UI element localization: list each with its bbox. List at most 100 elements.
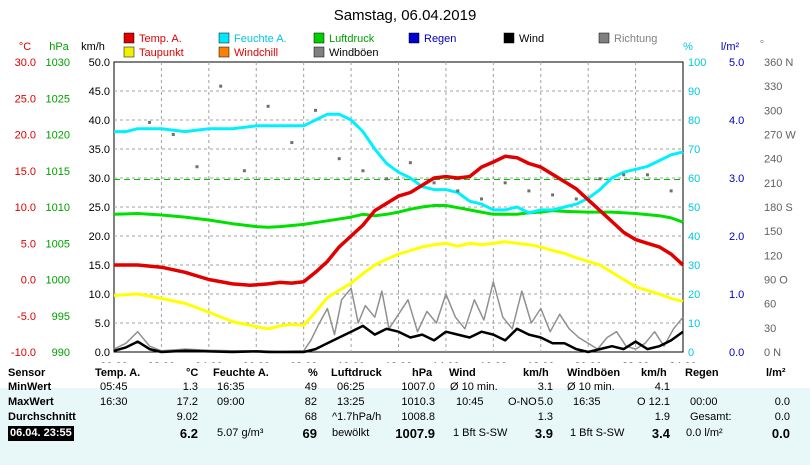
axis-x-tick-1: 02:00 bbox=[148, 361, 176, 363]
series-line-taupunkt bbox=[113, 240, 684, 331]
axis-direction-tick-9: 90 O bbox=[764, 275, 788, 287]
axis-wind-tick-7: 15.0 bbox=[89, 260, 110, 272]
header-pressure: Luftdruck bbox=[331, 367, 382, 379]
row-current-hum-value: 69 bbox=[302, 426, 317, 441]
row-avg-temp-value: 9.02 bbox=[176, 411, 198, 423]
axis-temp-tick-6: 0.0 bbox=[21, 275, 36, 287]
row-min-temp-value: 1.3 bbox=[182, 381, 198, 393]
axis-temp-tick-2: 20.0 bbox=[15, 130, 36, 142]
axis-direction-tick-5: 210 bbox=[764, 178, 782, 190]
statistics-header-row bbox=[0, 363, 810, 388]
direction-point-2 bbox=[195, 165, 199, 169]
row-current-weather-text: bewölkt bbox=[332, 427, 370, 439]
row-max-temp-value: 17.2 bbox=[176, 396, 198, 408]
axis-rain-tick-1: 4.0 bbox=[729, 115, 744, 127]
axis-x-tick-12: 24:00 bbox=[669, 361, 697, 363]
row-max-hum-time: 09:00 bbox=[217, 396, 245, 408]
row-current-temp-value: 6.2 bbox=[179, 426, 198, 441]
axis-humidity-tick-7: 30 bbox=[688, 260, 700, 272]
axis-x-tick-6: 12:00 bbox=[385, 361, 413, 363]
legend-swatch-2 bbox=[313, 32, 325, 44]
row-min-gust-value: 4.1 bbox=[654, 381, 670, 393]
axis-direction-tick-0: 360 N bbox=[764, 57, 793, 69]
direction-point-18 bbox=[574, 197, 578, 201]
axis-temp-tick-4: 10.0 bbox=[15, 202, 36, 214]
row-current-label: 06.04. 23:55 bbox=[8, 426, 74, 441]
direction-point-0 bbox=[148, 120, 152, 124]
axis-humidity-tick-2: 80 bbox=[688, 115, 700, 127]
axis-wind-tick-4: 30.0 bbox=[89, 173, 110, 185]
row-min-hum-time: 16:35 bbox=[217, 381, 245, 393]
direction-point-5 bbox=[266, 104, 270, 108]
axis-wind-unit: km/h bbox=[81, 41, 105, 53]
axis-temp-unit: °C bbox=[19, 41, 31, 53]
axis-humidity-tick-4: 60 bbox=[688, 173, 700, 185]
chart-title: Samstag, 06.04.2019 bbox=[334, 7, 477, 24]
direction-point-1 bbox=[171, 133, 175, 136]
direction-point-16 bbox=[527, 189, 531, 193]
legend-label-4: Wind bbox=[519, 33, 544, 45]
axis-direction-tick-11: 30 bbox=[764, 323, 776, 335]
direction-point-19 bbox=[598, 177, 602, 181]
axis-pressure-tick-4: 1010 bbox=[46, 202, 70, 214]
axis-wind-tick-10: 0.0 bbox=[95, 347, 110, 359]
axis-temp-tick-7: -5.0 bbox=[17, 311, 36, 323]
row-min-pres-value: 1007.0 bbox=[401, 381, 435, 393]
axis-pressure-tick-7: 995 bbox=[52, 311, 70, 323]
axis-x-tick-0: 00:00 bbox=[100, 361, 128, 363]
axis-wind-tick-1: 45.0 bbox=[89, 86, 110, 98]
row-avg-hum-value: 68 bbox=[304, 411, 317, 423]
header-gust-unit: km/h bbox=[641, 367, 667, 379]
axis-wind-tick-8: 10.0 bbox=[89, 289, 110, 301]
direction-point-3 bbox=[219, 84, 223, 88]
header-wind-unit: km/h bbox=[523, 367, 549, 379]
axis-humidity-unit: % bbox=[683, 41, 693, 53]
weather-chart: Samstag, 06.04.2019 Temp. A. Feuchte A. Luf… bbox=[11, 7, 796, 363]
axis-temp-tick-1: 25.0 bbox=[15, 93, 36, 105]
direction-point-21 bbox=[645, 173, 649, 177]
row-max-pres-time: 13:25 bbox=[337, 396, 365, 408]
legend-label-0: Temp. A. bbox=[139, 33, 182, 45]
row-min-gust-label: Ø 10 min. bbox=[567, 381, 615, 393]
row-avg-rain-value: 0.0 bbox=[774, 411, 790, 423]
legend-swatch-4 bbox=[503, 32, 515, 44]
row-current-gust-value: 3.4 bbox=[651, 426, 670, 441]
row-min-label: MinWert bbox=[8, 381, 52, 393]
axis-wind-tick-9: 5.0 bbox=[95, 318, 110, 330]
axis-humidity-tick-5: 50 bbox=[688, 202, 700, 214]
axis-rain-tick-5: 0.0 bbox=[729, 347, 744, 359]
axis-pressure-tick-1: 1025 bbox=[46, 93, 70, 105]
header-temp-unit: °C bbox=[186, 367, 199, 379]
row-avg-pres-value: 1008.8 bbox=[401, 411, 435, 423]
row-avg-wind-value: 1.3 bbox=[537, 411, 553, 423]
row-max-temp-time: 16:30 bbox=[100, 396, 128, 408]
direction-point-7 bbox=[314, 108, 318, 112]
row-max-hum-value: 82 bbox=[304, 396, 317, 408]
axis-wind-tick-0: 50.0 bbox=[89, 57, 110, 69]
row-min-wind-value: 3.1 bbox=[537, 381, 553, 393]
series-line-luftdruck bbox=[113, 204, 684, 229]
direction-point-12 bbox=[432, 181, 436, 185]
axis-wind-tick-6: 20.0 bbox=[89, 231, 110, 243]
row-current-wind-beaufort: 1 Bft S-SW bbox=[453, 427, 508, 439]
axis-x-tick-4: 08:00 bbox=[290, 361, 318, 363]
legend-swatch-8 bbox=[313, 46, 325, 58]
axis-direction-tick-1: 330 bbox=[764, 81, 782, 93]
row-min-hum-value: 49 bbox=[304, 381, 317, 393]
axis-x-tick-2: 04:00 bbox=[195, 361, 223, 363]
axis-direction-tick-10: 60 bbox=[764, 299, 776, 311]
row-min-wind-label: Ø 10 min. bbox=[450, 381, 498, 393]
axis-direction-tick-4: 240 bbox=[764, 154, 782, 166]
direction-point-8 bbox=[337, 157, 341, 161]
axis-x-tick-8: 16:00 bbox=[480, 361, 508, 363]
header-rain: Regen bbox=[685, 367, 719, 379]
axis-pressure-tick-2: 1020 bbox=[46, 130, 70, 142]
axis-pressure-tick-8: 990 bbox=[52, 347, 70, 359]
axis-x-tick-3: 06:00 bbox=[242, 361, 270, 363]
axis-x-tick-9: 18:00 bbox=[527, 361, 555, 363]
axis-pressure-tick-5: 1005 bbox=[46, 238, 70, 250]
row-current-hum-absolute: 5.07 g/m³ bbox=[217, 427, 264, 439]
axis-wind-tick-5: 25.0 bbox=[89, 202, 110, 214]
axis-direction-tick-2: 300 bbox=[764, 105, 782, 117]
row-max-wind-time: 10:45 bbox=[456, 396, 484, 408]
